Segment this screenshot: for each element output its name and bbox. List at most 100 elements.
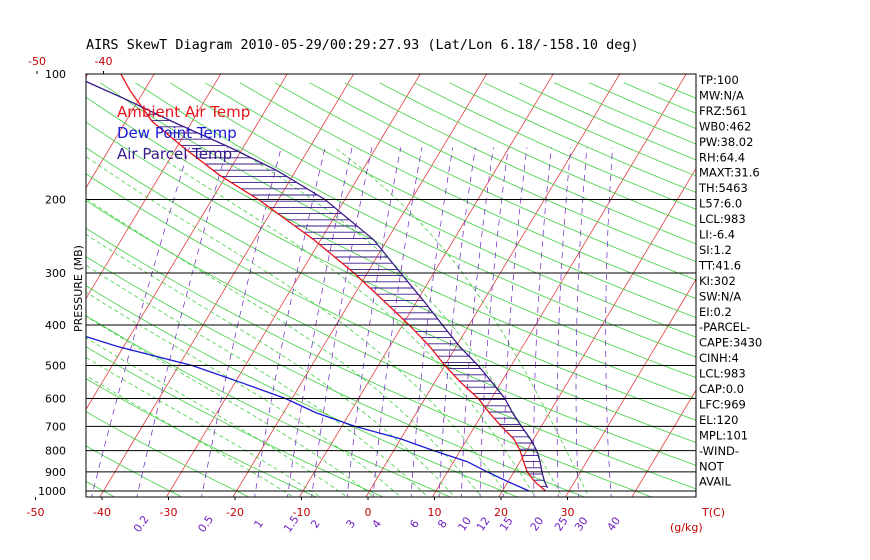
moist-adiabat-line: [86, 156, 509, 497]
isotherm-line: [86, 74, 155, 189]
isotherm-line: [365, 74, 621, 497]
stat-item: CINH:4: [699, 351, 739, 365]
dry-adiabat-line: [86, 378, 318, 497]
bottom-temp-tick: 20: [494, 506, 508, 519]
dry-adiabat-line: [379, 82, 696, 227]
isotherm-line: [763, 65, 870, 500]
stat-item: MW:N/A: [699, 88, 744, 102]
stat-item: TT:41.6: [698, 258, 741, 272]
stat-item: LCL:983: [699, 212, 746, 226]
stat-item: SW:N/A: [699, 289, 741, 303]
mixing-ratio-line: [556, 147, 572, 497]
chart-title: AIRS SkewT Diagram 2010-05-29/00:29:27.9…: [86, 37, 639, 53]
dry-adiabat-line: [204, 82, 696, 319]
pressure-tick-900: 900: [45, 466, 66, 479]
stat-item: L57:6.0: [699, 197, 742, 211]
pressure-tick-500: 500: [45, 359, 66, 372]
top-temp-tick: -40: [95, 55, 113, 68]
mixing-ratio-label: 1: [251, 517, 266, 530]
air-parcel-temp-line: [86, 80, 549, 489]
dry-adiabat-line: [86, 200, 696, 490]
dry-adiabat-line: [658, 82, 696, 99]
dry-adiabat-line: [309, 82, 696, 263]
isotherm-line: [165, 74, 421, 497]
stat-item: TH:5463: [698, 181, 748, 195]
isotherm-line: [631, 389, 696, 497]
isotherm-line: [498, 167, 696, 497]
mixing-ratio-line: [287, 147, 353, 497]
dry-adiabat-line: [86, 411, 250, 497]
dry-adiabat-line: [86, 315, 452, 497]
dry-adiabat-line: [86, 173, 696, 466]
dry-adiabat-line: [100, 82, 696, 379]
mixing-ratio-label: 4: [369, 517, 384, 530]
dry-adiabat-line: [86, 285, 519, 497]
pressure-tick-800: 800: [45, 445, 66, 458]
isotherm-line: [232, 74, 488, 497]
isotherm-line: [86, 74, 222, 300]
dry-adiabat-line: [169, 82, 696, 338]
mixing-ratio-line: [479, 147, 509, 497]
stat-item: CAP:0.0: [699, 382, 744, 396]
stat-item: -WIND-: [699, 444, 739, 458]
moist-adiabat-line: [86, 233, 456, 497]
pressure-tick-300: 300: [45, 267, 66, 280]
stat-item: SI:1.2: [699, 243, 732, 257]
mixing-ratio-label: 6: [407, 517, 422, 530]
stat-item: LI:-6.4: [699, 228, 735, 242]
mixing-ratio-label: 0.5: [195, 513, 216, 535]
dry-adiabat-line: [86, 96, 696, 400]
stat-item: AVAIL: [699, 475, 732, 489]
x-axis-unit-label: T(C): [701, 506, 725, 519]
bottom-temp-tick: -10: [293, 506, 311, 519]
dry-adiabat-line: [344, 82, 696, 245]
pressure-tick-600: 600: [45, 392, 66, 405]
stat-item: EL:120: [699, 413, 739, 427]
mixing-ratio-label: 0.2: [131, 513, 152, 535]
dry-adiabat-line: [274, 82, 696, 281]
dry-adiabat-line: [86, 121, 696, 421]
cape-hatching: [147, 113, 547, 487]
mixing-ratio-label: 10: [455, 515, 474, 534]
plot-border: [85, 73, 697, 498]
mixing-ratio-label: 3: [344, 517, 359, 530]
mixing-ratio-label: 40: [604, 515, 623, 534]
bottom-temp-tick: -50: [27, 506, 45, 519]
pressure-tick-200: 200: [45, 194, 66, 207]
stat-item: MPL:101: [699, 428, 748, 442]
mixing-ratio-label: 8: [435, 517, 450, 530]
chart-labels: AIRS SkewT Diagram 2010-05-29/00:29:27.9…: [27, 37, 763, 535]
isotherm-line: [86, 74, 288, 411]
top-temp-tick: -50: [28, 55, 46, 68]
mixing-ratio-unit-label: (g/kg): [670, 521, 703, 534]
isotherm-line: [298, 74, 554, 497]
stat-item: LCL:983: [699, 367, 746, 381]
mixing-ratio-line: [311, 147, 373, 497]
pressure-tick-100: 100: [45, 68, 66, 81]
stat-item: TP:100: [698, 73, 739, 87]
stat-item: MAXT:31.6: [699, 166, 760, 180]
stat-item: PW:38.02: [699, 135, 753, 149]
stat-item: WB0:462: [699, 119, 751, 133]
mixing-ratio-line: [254, 147, 326, 497]
mixing-ratio-line: [201, 147, 282, 497]
isotherm-line: [431, 74, 687, 497]
stat-item: LFC:969: [699, 397, 746, 411]
stat-item: -PARCEL-: [699, 320, 750, 334]
bottom-temp-tick: -40: [93, 506, 111, 519]
mixing-ratio-label: 30: [572, 515, 591, 534]
legend-air-parcel-temp: Air Parcel Temp: [117, 145, 232, 163]
legend-ambient-air-temp: Ambient Air Temp: [117, 103, 250, 121]
stat-item: EI:0.2: [699, 305, 732, 319]
dry-adiabat-line: [86, 481, 116, 497]
pressure-tick-1000: 1000: [38, 485, 66, 498]
pressure-tick-700: 700: [45, 420, 66, 433]
stat-item: CAPE:3430: [699, 336, 762, 350]
bottom-temp-tick: 10: [428, 506, 442, 519]
isotherm-line: [564, 278, 696, 497]
stat-item: KI:302: [699, 274, 736, 288]
dry-adiabat-line: [86, 227, 654, 497]
stat-item: FRZ:561: [699, 104, 747, 118]
mixing-ratio-label: 12: [474, 515, 493, 534]
